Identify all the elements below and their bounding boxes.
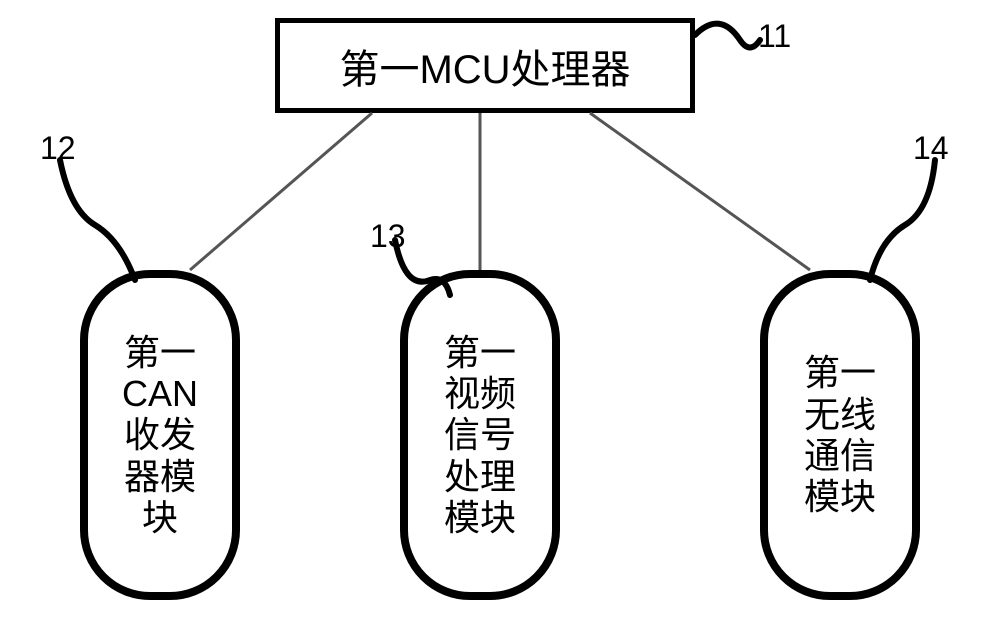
video-signal-module: 第一视频信号处理模块	[400, 270, 560, 600]
video-signal-label: 第一视频信号处理模块	[436, 332, 524, 539]
ref-number-12: 12	[40, 130, 76, 167]
wireless-comm-module: 第一无线通信模块	[760, 270, 920, 600]
can-transceiver-label: 第一CAN收发器模块	[116, 332, 204, 539]
ref-number-11: 11	[758, 18, 791, 55]
ref-number-14: 14	[913, 130, 949, 167]
mcu-processor-label: 第一MCU处理器	[339, 37, 630, 95]
mcu-processor-box: 第一MCU处理器	[275, 18, 695, 113]
can-transceiver-module: 第一CAN收发器模块	[80, 270, 240, 600]
ref-number-13: 13	[370, 218, 406, 255]
wireless-comm-label: 第一无线通信模块	[796, 352, 884, 518]
